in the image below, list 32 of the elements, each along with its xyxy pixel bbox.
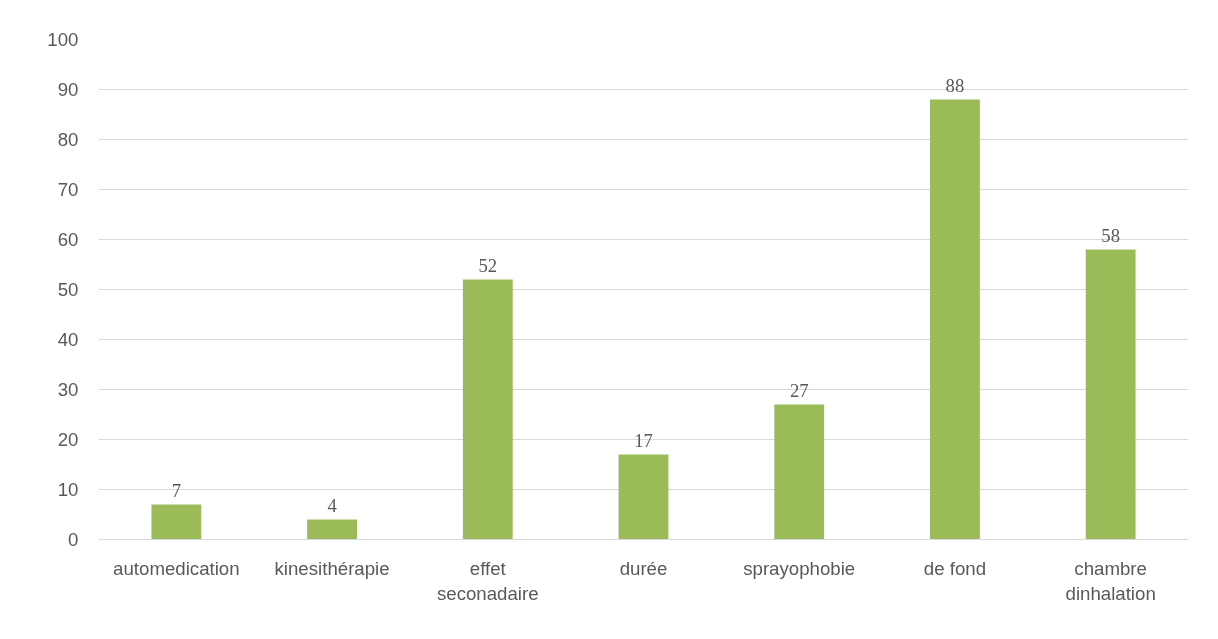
data-label: 88 <box>945 74 965 96</box>
bar <box>618 454 669 540</box>
x-tick-label: automedication <box>113 557 240 579</box>
y-tick-label: 90 <box>57 79 79 100</box>
x-tick-label: durée <box>619 557 668 579</box>
x-tick-label: effet seconadaire <box>436 557 539 604</box>
y-tick-label: 80 <box>57 129 79 150</box>
x-tick-label: sprayophobie <box>743 557 856 579</box>
x-tick-label: chambre dinhalation <box>1065 557 1156 604</box>
data-label: 58 <box>1101 224 1120 246</box>
y-tick-label: 20 <box>57 429 79 450</box>
data-label: 7 <box>171 479 182 501</box>
y-tick-label: 10 <box>57 479 79 500</box>
data-label: 4 <box>327 494 338 516</box>
bar <box>307 519 357 540</box>
y-tick-label: 100 <box>47 29 79 50</box>
y-tick-label: 0 <box>68 529 79 550</box>
data-label: 17 <box>634 429 653 451</box>
data-label: 52 <box>478 254 498 276</box>
bar <box>774 404 825 540</box>
y-tick-label: 30 <box>57 379 79 400</box>
bar <box>1085 249 1136 540</box>
x-tick-label: kinesithérapie <box>274 557 390 579</box>
bar <box>151 504 202 540</box>
bar <box>462 279 513 540</box>
y-tick-label: 40 <box>57 329 79 350</box>
y-tick-label: 60 <box>57 229 79 250</box>
y-tick-label: 70 <box>57 179 79 200</box>
data-label: 27 <box>789 379 809 401</box>
bar <box>930 99 980 540</box>
y-tick-label: 50 <box>57 279 79 300</box>
x-tick-label: de fond <box>923 557 987 579</box>
